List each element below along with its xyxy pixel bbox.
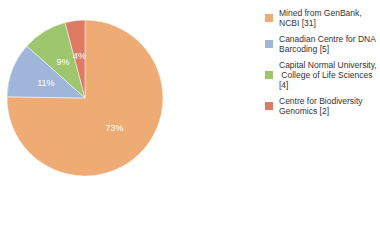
svg-text:Centre for Biodiversity: Centre for Biodiversity (279, 96, 365, 106)
svg-text:[4]: [4] (279, 80, 288, 90)
svg-text:Canadian Centre for DNA: Canadian Centre for DNA (279, 34, 378, 44)
svg-text:4%: 4% (73, 51, 86, 61)
svg-text:College of Life Sciences: College of Life Sciences (279, 70, 375, 80)
svg-text:NCBI [31]: NCBI [31] (279, 18, 316, 28)
svg-text:Capital Normal University,: Capital Normal University, (279, 60, 377, 70)
svg-text:73%: 73% (105, 123, 123, 133)
svg-text:Mined from GenBank,: Mined from GenBank, (279, 8, 364, 18)
svg-text:Barcoding [5]: Barcoding [5] (279, 44, 329, 54)
svg-text:9%: 9% (57, 57, 70, 67)
svg-text:Genomics [2]: Genomics [2] (279, 106, 329, 116)
svg-text:11%: 11% (37, 78, 54, 88)
